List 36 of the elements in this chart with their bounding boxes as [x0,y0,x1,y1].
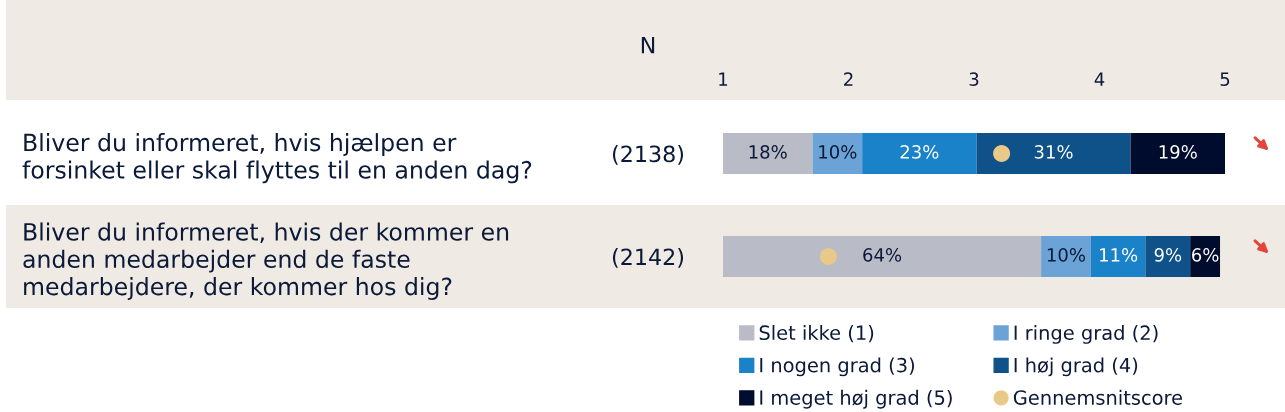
data-label: 11% [1100,248,1138,262]
data-label: 9% [1154,248,1182,262]
data-label: 31% [1034,145,1073,159]
bar [1041,235,1091,278]
bar [723,235,1042,278]
text: (2138) [612,145,684,165]
data-label: 19% [1159,145,1197,159]
bar [862,132,977,175]
legend-label: I høj grad (4) [1014,357,1138,377]
bar [723,132,813,175]
x2-tick-label: 3 [969,72,979,86]
bar [1145,235,1191,278]
bar [1090,235,1146,278]
data-label: 18% [749,145,787,159]
legend-label: Slet ikke (1) [759,325,874,343]
text: (2142) [612,248,684,268]
legend-label: I nogen grad (3) [760,357,915,377]
y-tick-label: Bliver du informeret, hvis hjælpen er forsinket eller skal flyttes til en anden dag? [22,133,532,184]
text: N [641,36,655,54]
legend-label: I ringe grad (2) [1014,325,1158,344]
bar [1130,132,1225,175]
data-label: 10% [819,145,857,159]
data-label: 10% [1047,248,1086,262]
data-label: 23% [900,145,939,159]
bar [812,132,863,175]
data-label: 64% [863,248,902,262]
x2-tick-label: 1 [719,72,728,86]
y-tick-label: Bliver du informeret, hvis der kommer en anden medarbejder end de faste medarbejdere, der kommer hos dig? [23,222,509,300]
legend-label: Gennemsnitscore [1013,389,1183,405]
bar [976,132,1131,175]
x2-tick-label: 4 [1094,72,1105,86]
data-label: 6% [1192,248,1219,262]
legend-label: I meget høj grad (5) [760,389,952,409]
x2-tick-label: 2 [844,72,853,86]
x2-tick-label: 5 [1220,72,1230,86]
bar [1190,235,1221,278]
